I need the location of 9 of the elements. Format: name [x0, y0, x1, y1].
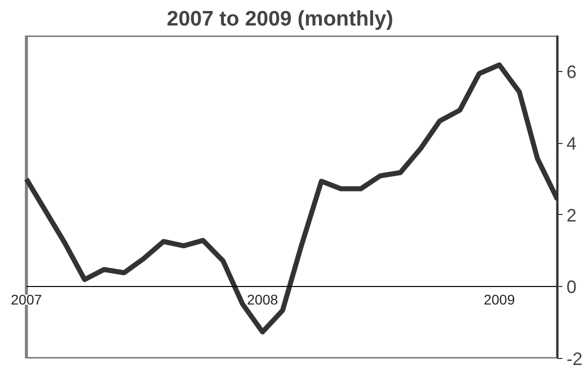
y-tick-label: 0 — [566, 277, 577, 298]
x-tick-label: 2008 — [246, 292, 278, 308]
x-tick-label: 2009 — [484, 292, 516, 308]
y-tick-label: -2 — [566, 349, 583, 369]
y-tick-label: 2 — [566, 205, 577, 226]
x-tick-label: 2007 — [10, 292, 42, 308]
chart-title: 2007 to 2009 (monthly) — [166, 8, 394, 30]
y-tick-label: 4 — [566, 134, 577, 154]
y-tick-label: 6 — [566, 62, 577, 82]
